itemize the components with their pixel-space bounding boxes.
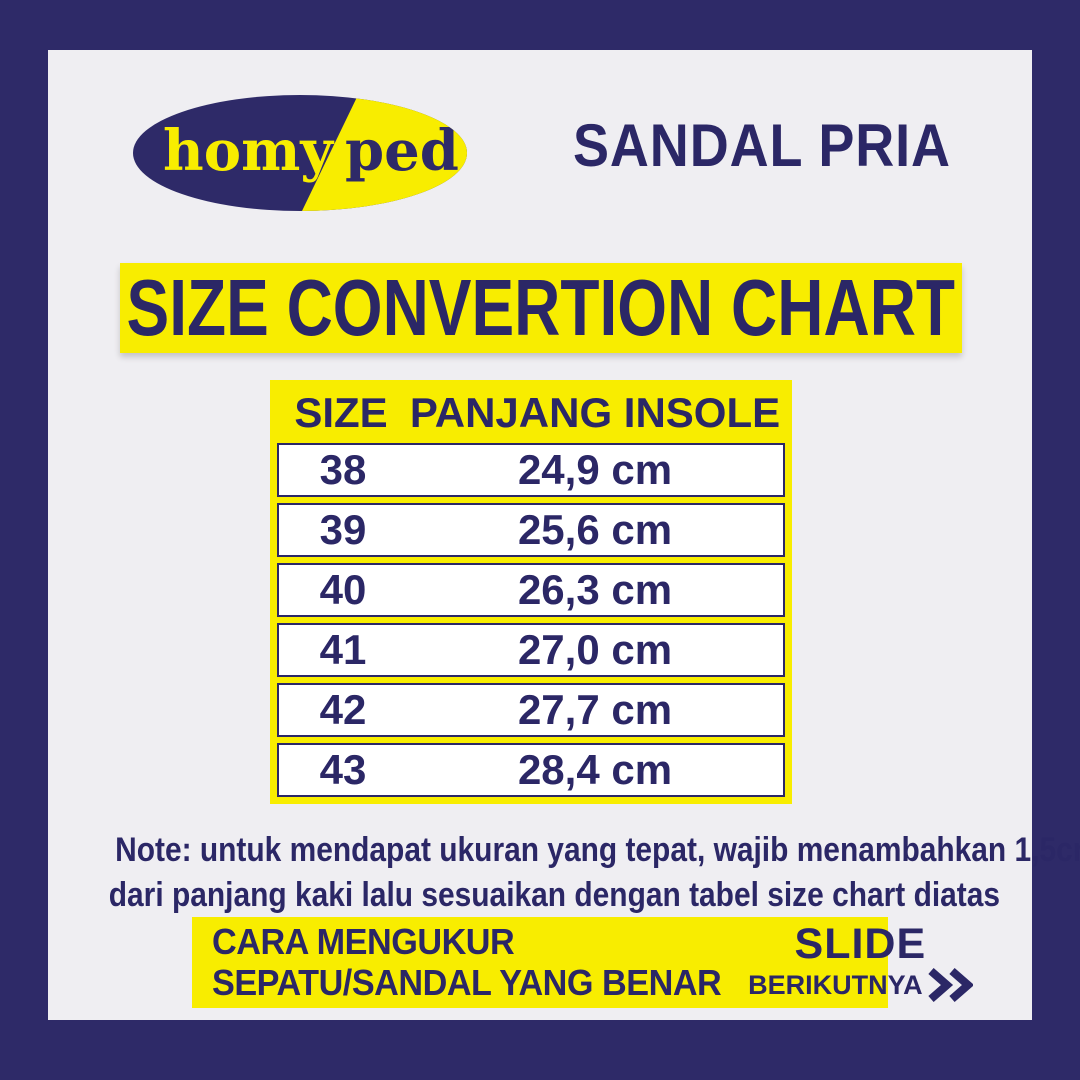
slide-label: SLIDE — [794, 920, 927, 968]
table-row: 40 26,3 cm — [277, 563, 785, 617]
table-header-row: SIZE PANJANG INSOLE — [277, 387, 785, 439]
insole-length-cell: 27,0 cm — [517, 626, 673, 673]
insole-length-cell: 28,4 cm — [517, 746, 673, 793]
page-title: SANDAL PRIA — [572, 112, 951, 179]
size-cell: 38 — [319, 446, 367, 493]
table-row: 41 27,0 cm — [277, 623, 785, 677]
table-header-insole: PANJANG INSOLE — [409, 389, 781, 436]
next-slide-banner[interactable]: CARA MENGUKUR SEPATU/SANDAL YANG BENAR S… — [192, 917, 973, 1008]
table-row: 43 28,4 cm — [277, 743, 785, 797]
section-title: SIZE CONVERTION CHART — [126, 263, 956, 352]
size-cell: 40 — [319, 566, 367, 613]
table-row: 42 27,7 cm — [277, 683, 785, 737]
measurement-note: Note: untuk mendapat ukuran yang tepat, … — [48, 828, 1080, 918]
logo-text-right: ped — [345, 117, 459, 184]
slide-next-hint: SLIDE BERIKUTNYA — [748, 923, 973, 1002]
insole-length-cell: 26,3 cm — [517, 566, 673, 613]
insole-length-cell: 24,9 cm — [517, 446, 673, 493]
table-header-size: SIZE — [294, 389, 388, 436]
size-cell: 43 — [319, 746, 367, 793]
table-row: 39 25,6 cm — [277, 503, 785, 557]
size-cell: 42 — [319, 686, 367, 733]
insole-length-cell: 25,6 cm — [517, 506, 673, 553]
footer-caption-line-1: CARA MENGUKUR — [212, 921, 515, 963]
insole-length-cell: 27,7 cm — [517, 686, 673, 733]
table-body: 38 24,9 cm 39 25,6 cm 40 26,3 cm 41 27,0… — [277, 443, 785, 797]
chevrons-right-icon — [927, 968, 973, 1002]
section-title-banner: SIZE CONVERTION CHART — [120, 263, 962, 353]
table-row: 38 24,9 cm — [277, 443, 785, 497]
footer-caption: CARA MENGUKUR SEPATU/SANDAL YANG BENAR — [212, 921, 748, 1003]
note-line-2: dari panjang kaki lalu sesuaikan dengan … — [108, 875, 1001, 914]
next-label: BERIKUTNYA — [748, 969, 923, 1000]
homyped-logo: homy ped — [133, 95, 467, 211]
note-line-1: Note: untuk mendapat ukuran yang tepat, … — [115, 831, 1080, 869]
footer-caption-line-2: SEPATU/SANDAL YANG BENAR — [212, 961, 722, 1003]
size-conversion-table: SIZE PANJANG INSOLE 38 24,9 cm 39 25,6 c… — [270, 380, 792, 804]
size-cell: 41 — [319, 626, 367, 673]
size-cell: 39 — [319, 506, 367, 553]
content-panel: homy ped SANDAL PRIA SIZE CONVERTION CHA… — [48, 50, 1080, 1020]
logo-text-left: homy — [163, 117, 333, 184]
